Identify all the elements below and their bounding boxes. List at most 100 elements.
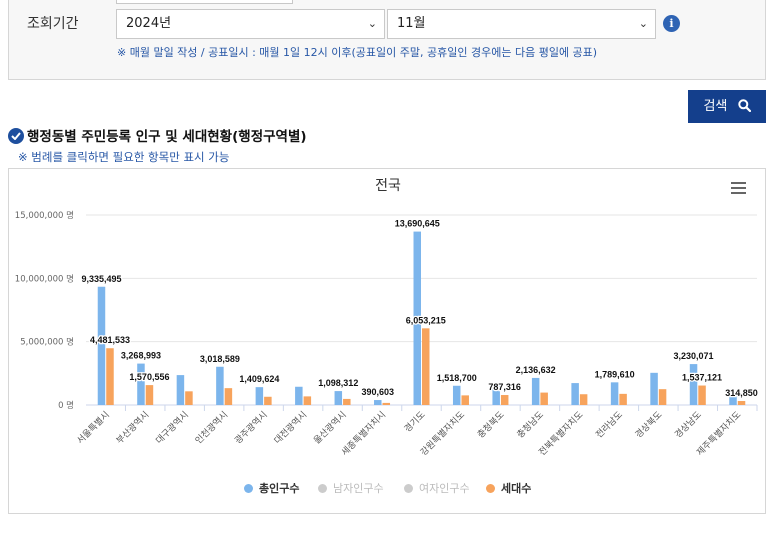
data-label: 1,518,700: [437, 373, 477, 383]
month-select[interactable]: 11월 ⌄: [387, 9, 656, 39]
bar-total-population: [97, 286, 106, 405]
legend-dot-icon: [404, 484, 413, 493]
data-label: 1,789,610: [595, 369, 635, 379]
data-label: 787,316: [488, 382, 521, 392]
data-label: 4,481,533: [90, 335, 130, 345]
x-tick-label: 부산광역시: [114, 409, 152, 447]
chart-title: 전국: [375, 177, 401, 193]
y-tick-label: 0 명: [58, 400, 74, 411]
data-label: 1,570,556: [129, 372, 169, 382]
bar-households: [737, 401, 746, 405]
legend-dot-icon: [244, 484, 253, 493]
bar-total-population: [689, 364, 698, 405]
legend-label: 여자인구수: [419, 482, 470, 495]
x-tick-label: 경상남도: [672, 409, 704, 441]
search-button[interactable]: 검색: [688, 90, 766, 123]
bar-households: [698, 385, 706, 405]
bar-households: [264, 396, 272, 405]
legend-item[interactable]: 총인구수: [244, 480, 299, 496]
info-icon[interactable]: i: [663, 15, 680, 32]
bar-households: [224, 388, 233, 405]
legend-item[interactable]: 남자인구수: [318, 480, 384, 496]
bar-total-population: [492, 384, 500, 405]
search-icon: [737, 99, 751, 113]
bar-households: [422, 328, 430, 405]
publish-notice: ※ 매월 말일 작성 / 공표일시 : 매월 1일 12시 이후(공표일이 주말…: [117, 46, 598, 59]
period-label: 조회기간: [27, 16, 79, 32]
x-tick-label: 충청남도: [515, 409, 546, 440]
data-label: 3,230,071: [674, 351, 714, 361]
previous-field-edge: [116, 0, 293, 4]
data-label: 1,098,312: [318, 378, 358, 388]
bar-households: [382, 402, 391, 405]
data-label: 3,018,589: [200, 354, 240, 364]
chevron-down-icon: ⌄: [367, 17, 377, 30]
x-tick-label: 경상북도: [633, 409, 665, 441]
bar-households: [145, 385, 154, 405]
x-tick-label: 대구광역시: [153, 409, 191, 447]
population-chart: 전국 0 명 5,000,000 명 10,000,000 명 15,000,000 명…: [15, 177, 759, 458]
bar-households: [500, 395, 509, 405]
bar-total-population: [374, 400, 382, 405]
bar-households: [343, 398, 351, 405]
bar-total-population: [571, 383, 579, 405]
bar-total-population: [137, 363, 145, 405]
x-tick-label: 충청북도: [475, 409, 506, 440]
legend-dot-icon: [318, 484, 327, 493]
data-label: 2,136,632: [516, 365, 556, 375]
x-tick-label: 울산광역시: [311, 409, 349, 447]
y-tick-label: 10,000,000 명: [15, 273, 74, 284]
bar-total-population: [531, 377, 540, 405]
bar-households: [461, 395, 469, 405]
month-select-value: 11월: [397, 16, 426, 31]
data-label: 6,053,215: [406, 315, 446, 325]
bar-total-population: [216, 366, 224, 405]
legend-item[interactable]: 세대수: [486, 480, 531, 496]
bar-total-population: [650, 372, 658, 405]
bar-total-population: [452, 385, 461, 405]
bar-households: [579, 394, 588, 405]
data-label: 1,537,121: [682, 373, 722, 383]
bar-households: [185, 391, 193, 405]
data-label: 390,603: [362, 387, 395, 397]
bar-total-population: [176, 375, 185, 405]
bar-total-population: [729, 396, 737, 405]
search-button-label: 검색: [703, 99, 728, 114]
data-label: 13,690,645: [395, 219, 440, 229]
x-tick-label: 전라남도: [594, 409, 625, 440]
hamburger-menu-icon[interactable]: [731, 182, 746, 194]
x-tick-label: 대전광역시: [271, 409, 309, 447]
data-label: 314,850: [725, 388, 758, 398]
x-tick-label: 서울특별시: [75, 409, 112, 446]
data-label: 9,335,495: [81, 274, 121, 284]
check-circle-icon: [8, 128, 24, 144]
data-label: 1,409,624: [239, 374, 279, 384]
year-select-value: 2024년: [126, 16, 172, 31]
bar-households: [619, 393, 627, 405]
bar-total-population: [610, 382, 619, 405]
legend-label: 남자인구수: [333, 482, 384, 495]
x-tick-label: 경기도: [402, 409, 428, 435]
x-tick-label: 광주광역시: [232, 409, 270, 447]
data-label: 3,268,993: [121, 351, 161, 361]
section-title-text: 행정동별 주민등록 인구 및 세대현황(행정구역별): [27, 129, 307, 145]
bar-total-population: [295, 386, 303, 405]
chart-legend: 총인구수 남자인구수 여자인구수 세대수: [0, 480, 773, 496]
bar-households: [658, 389, 667, 405]
chevron-down-icon: ⌄: [638, 17, 648, 30]
legend-label: 세대수: [501, 482, 532, 495]
legend-dot-icon: [486, 484, 495, 493]
bar-total-population: [334, 391, 343, 405]
legend-item[interactable]: 여자인구수: [404, 480, 470, 496]
bar-households: [303, 396, 312, 405]
bar-households: [106, 348, 114, 405]
y-tick-label: 5,000,000 명: [20, 337, 74, 348]
bar-households: [540, 392, 548, 405]
year-select[interactable]: 2024년 ⌄: [116, 9, 385, 39]
bar-total-population: [413, 231, 421, 405]
section-title: 행정동별 주민등록 인구 및 세대현황(행정구역별): [8, 125, 307, 145]
x-tick-label: 인천광역시: [193, 409, 231, 447]
bar-total-population: [255, 387, 264, 405]
legend-label: 총인구수: [259, 482, 300, 495]
legend-hint: ※ 범례를 클릭하면 필요한 항목만 표시 가능: [18, 150, 230, 164]
